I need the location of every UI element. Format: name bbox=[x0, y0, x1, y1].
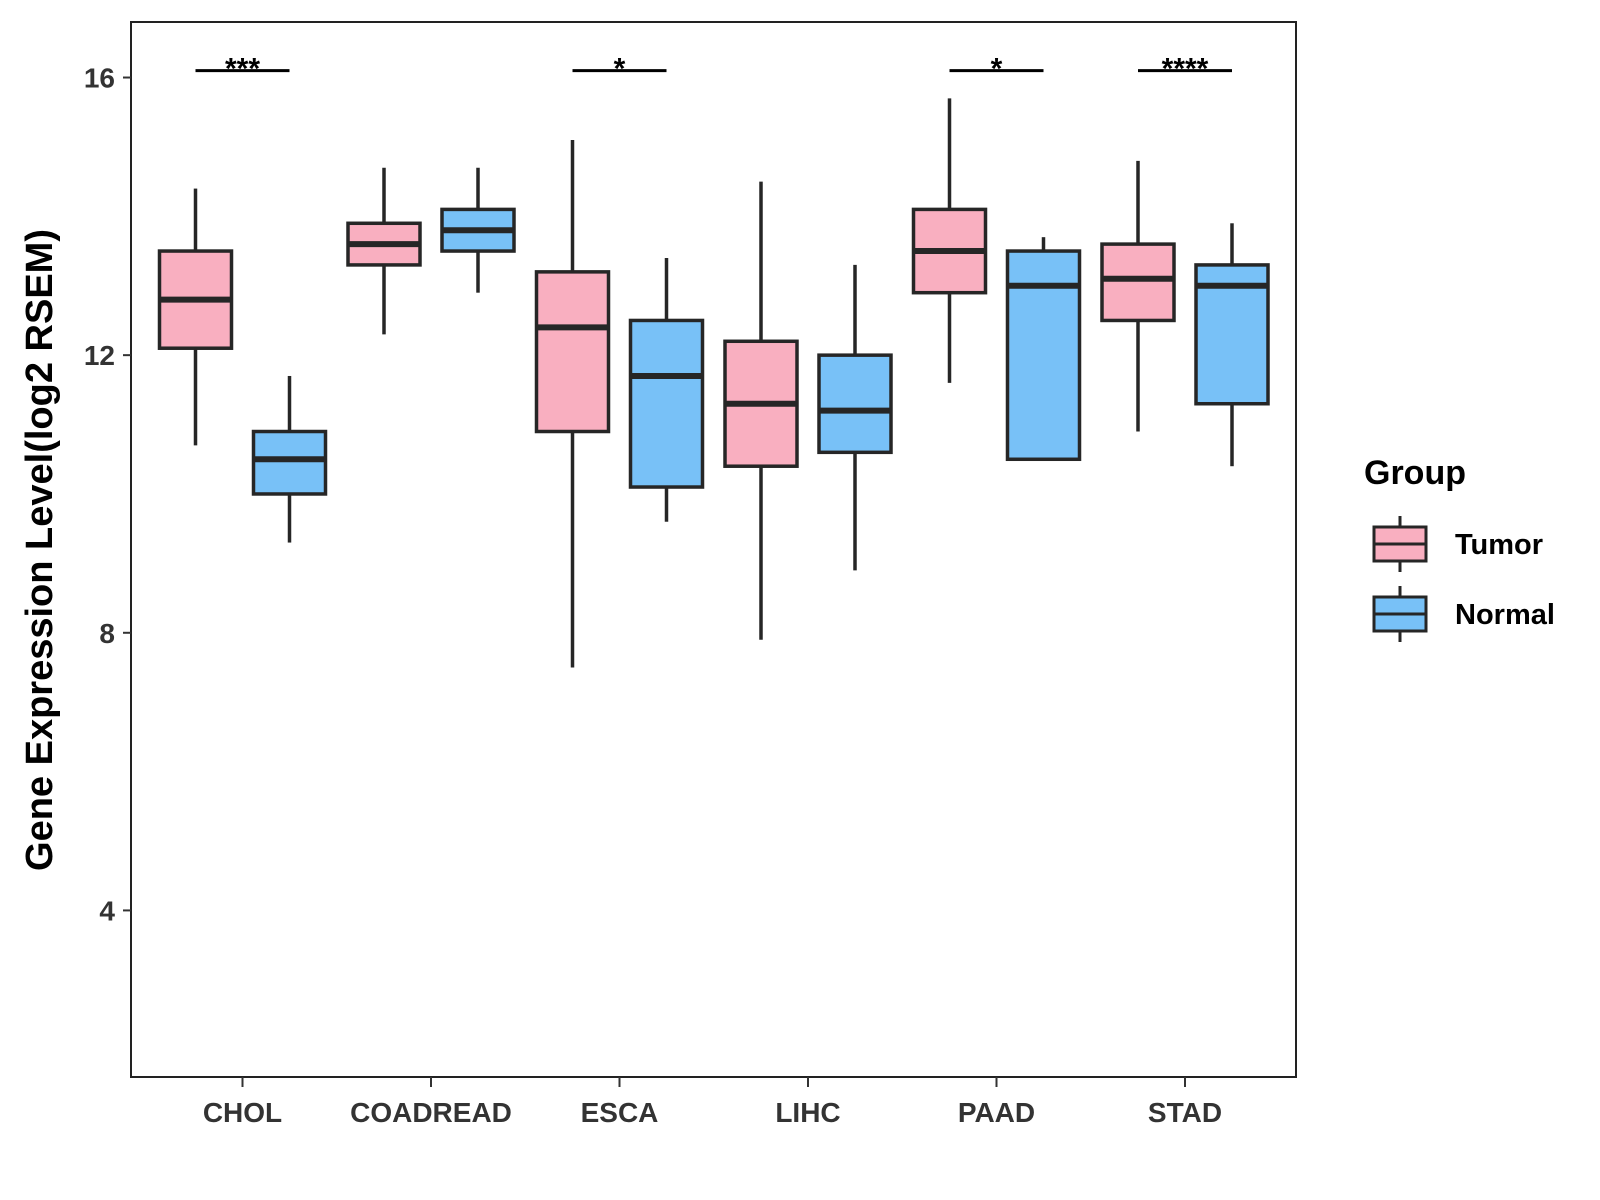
y-tick-label-8: 8 bbox=[99, 618, 115, 649]
box-stad-tumor bbox=[1100, 160, 1176, 432]
box-body-stad-tumor bbox=[1100, 242, 1176, 323]
legend-label-normal: Normal bbox=[1455, 599, 1555, 631]
box-chol-normal bbox=[251, 375, 328, 543]
x-tick-label-stad: STAD bbox=[1148, 1097, 1222, 1128]
legend-item-normal: Normal bbox=[1372, 586, 1555, 642]
legend-item-tumor: Tumor bbox=[1372, 516, 1543, 572]
box-coadread-normal bbox=[440, 167, 516, 293]
box-paad-tumor bbox=[911, 98, 988, 383]
significance-label-esca: * bbox=[614, 53, 626, 86]
x-tick-label-esca: ESCA bbox=[581, 1097, 659, 1128]
plot-area: *** * * **** bbox=[157, 53, 1270, 668]
axes: 4 8 12 16 CHOL COADREAD ESCA LIHC PAAD STAD bbox=[84, 63, 1222, 1128]
box-chol-tumor bbox=[157, 188, 234, 446]
box-esca-tumor bbox=[534, 139, 611, 668]
y-tick-label-4: 4 bbox=[99, 895, 115, 926]
legend: Group Tumor Normal bbox=[1364, 454, 1555, 642]
box-lihc-normal bbox=[817, 264, 893, 571]
y-tick-label-16: 16 bbox=[84, 63, 115, 94]
plot-border bbox=[130, 21, 1297, 1078]
significance-label-paad: * bbox=[991, 53, 1003, 86]
x-tick-label-chol: CHOL bbox=[203, 1097, 282, 1128]
box-esca-normal bbox=[628, 257, 705, 522]
box-paad-normal bbox=[1005, 237, 1082, 462]
y-tick-label-12: 12 bbox=[84, 340, 115, 371]
significance-label-chol: *** bbox=[225, 53, 260, 86]
box-stad-normal bbox=[1194, 223, 1270, 467]
x-tick-label-coadread: COADREAD bbox=[350, 1097, 512, 1128]
box-body-esca-normal bbox=[628, 318, 705, 489]
box-body-chol-normal bbox=[251, 429, 328, 496]
significance-label-stad: **** bbox=[1162, 53, 1209, 86]
legend-label-tumor: Tumor bbox=[1455, 529, 1543, 561]
box-lihc-tumor bbox=[723, 181, 799, 640]
box-body-esca-tumor bbox=[534, 270, 611, 434]
legend-title: Group bbox=[1364, 454, 1466, 492]
x-tick-label-lihc: LIHC bbox=[775, 1097, 840, 1128]
box-coadread-tumor bbox=[346, 167, 422, 335]
box-body-paad-normal bbox=[1005, 249, 1082, 462]
x-tick-label-paad: PAAD bbox=[958, 1097, 1035, 1128]
box-body-lihc-normal bbox=[817, 353, 893, 455]
y-axis-title: Gene Expression Level(log2 RSEM) bbox=[19, 229, 61, 871]
